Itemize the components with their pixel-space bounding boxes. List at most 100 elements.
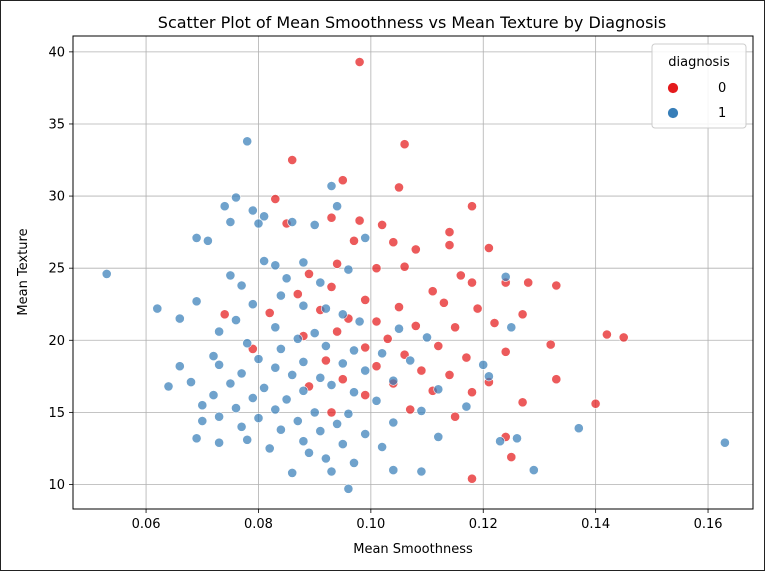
data-point-diagnosis-0 xyxy=(444,240,455,250)
data-point-diagnosis-0 xyxy=(506,452,517,462)
data-point-diagnosis-1 xyxy=(275,424,286,435)
data-point-diagnosis-1 xyxy=(388,375,399,386)
data-point-diagnosis-1 xyxy=(253,354,264,364)
data-point-diagnosis-1 xyxy=(275,290,286,301)
data-point-diagnosis-0 xyxy=(287,155,298,165)
grid xyxy=(73,36,753,509)
y-tick-label: 30 xyxy=(48,190,65,205)
data-point-diagnosis-1 xyxy=(236,368,247,379)
data-point-diagnosis-1 xyxy=(292,416,303,426)
data-point-diagnosis-0 xyxy=(371,263,382,274)
data-point-diagnosis-1 xyxy=(247,393,258,403)
data-point-diagnosis-1 xyxy=(208,351,219,361)
data-point-diagnosis-1 xyxy=(416,405,427,416)
data-point-diagnosis-1 xyxy=(343,408,354,419)
x-tick-label: 0.16 xyxy=(694,517,723,532)
data-point-diagnosis-1 xyxy=(320,453,331,464)
data-point-diagnosis-1 xyxy=(191,232,202,243)
data-point-diagnosis-0 xyxy=(264,307,275,318)
data-point-diagnosis-0 xyxy=(219,309,230,320)
y-tick-label: 40 xyxy=(48,45,65,60)
data-point-diagnosis-1 xyxy=(186,377,196,387)
data-point-diagnosis-0 xyxy=(360,294,371,305)
data-point-diagnosis-0 xyxy=(444,369,455,380)
data-point-diagnosis-1 xyxy=(259,256,269,266)
data-point-diagnosis-1 xyxy=(320,341,331,351)
data-point-diagnosis-1 xyxy=(242,434,253,445)
data-point-diagnosis-1 xyxy=(349,457,359,468)
data-point-diagnosis-1 xyxy=(214,411,224,422)
data-point-diagnosis-1 xyxy=(354,316,365,327)
data-point-diagnosis-1 xyxy=(388,417,399,428)
data-point-diagnosis-0 xyxy=(326,212,337,223)
data-point-diagnosis-1 xyxy=(191,433,202,444)
data-point-diagnosis-1 xyxy=(208,390,219,400)
data-point-diagnosis-1 xyxy=(236,280,247,291)
data-point-diagnosis-0 xyxy=(602,329,612,340)
data-point-diagnosis-1 xyxy=(298,436,309,447)
data-point-diagnosis-1 xyxy=(236,421,247,432)
x-tick-label: 0.14 xyxy=(581,517,610,532)
data-point-diagnosis-0 xyxy=(371,316,382,327)
data-point-diagnosis-1 xyxy=(259,211,269,222)
legend-label-1: 1 xyxy=(718,106,726,121)
data-point-diagnosis-0 xyxy=(371,361,382,372)
data-point-diagnosis-1 xyxy=(281,394,292,405)
data-point-diagnosis-1 xyxy=(720,437,730,448)
data-point-diagnosis-1 xyxy=(309,407,320,418)
data-point-diagnosis-0 xyxy=(590,398,601,409)
data-point-diagnosis-1 xyxy=(253,413,264,423)
chart-title: Scatter Plot of Mean Smoothness vs Mean … xyxy=(158,13,666,32)
data-point-diagnosis-1 xyxy=(231,192,241,203)
data-point-diagnosis-0 xyxy=(326,407,337,418)
y-axis-ticks: 10 15 20 25 30 35 40 xyxy=(48,45,73,493)
data-point-diagnosis-0 xyxy=(377,219,387,230)
y-tick-label: 15 xyxy=(48,406,65,421)
data-point-diagnosis-0 xyxy=(461,352,472,363)
data-point-diagnosis-1 xyxy=(298,356,309,367)
data-point-diagnosis-1 xyxy=(360,429,371,439)
data-point-diagnosis-1 xyxy=(337,358,348,369)
data-point-diagnosis-1 xyxy=(343,483,354,494)
data-point-diagnosis-1 xyxy=(231,403,241,413)
data-point-diagnosis-1 xyxy=(298,257,309,268)
data-point-diagnosis-0 xyxy=(394,302,404,312)
data-point-diagnosis-1 xyxy=(101,268,112,279)
data-point-diagnosis-1 xyxy=(506,322,517,333)
data-point-diagnosis-1 xyxy=(326,181,337,191)
y-tick-label: 35 xyxy=(48,117,65,132)
data-point-diagnosis-1 xyxy=(214,326,224,337)
data-point-diagnosis-1 xyxy=(231,315,241,325)
data-point-diagnosis-0 xyxy=(394,182,404,193)
data-point-diagnosis-0 xyxy=(270,194,281,204)
data-point-diagnosis-0 xyxy=(354,215,365,226)
data-point-diagnosis-1 xyxy=(214,437,224,448)
data-point-diagnosis-0 xyxy=(500,346,511,357)
data-point-diagnosis-1 xyxy=(478,359,489,370)
data-point-diagnosis-1 xyxy=(292,333,303,344)
data-point-diagnosis-1 xyxy=(360,365,371,376)
data-point-diagnosis-1 xyxy=(264,443,275,454)
data-point-diagnosis-1 xyxy=(461,401,472,412)
data-point-diagnosis-1 xyxy=(174,313,185,324)
data-point-diagnosis-0 xyxy=(483,243,494,253)
data-point-diagnosis-1 xyxy=(326,380,337,390)
data-point-diagnosis-0 xyxy=(545,339,556,350)
data-point-diagnosis-0 xyxy=(304,268,314,279)
data-point-diagnosis-0 xyxy=(354,57,365,67)
data-point-diagnosis-1 xyxy=(152,303,163,314)
data-point-diagnosis-1 xyxy=(197,400,208,411)
y-tick-label: 25 xyxy=(48,262,65,277)
data-point-diagnosis-1 xyxy=(309,219,320,230)
data-point-diagnosis-1 xyxy=(242,136,253,147)
data-point-diagnosis-0 xyxy=(489,318,500,328)
data-point-diagnosis-1 xyxy=(512,433,522,444)
legend-box xyxy=(651,43,747,129)
data-point-diagnosis-1 xyxy=(281,273,292,284)
data-point-diagnosis-0 xyxy=(551,280,562,291)
y-tick-label: 10 xyxy=(48,478,65,493)
data-point-diagnosis-0 xyxy=(467,473,477,484)
data-point-diagnosis-0 xyxy=(618,332,629,343)
data-point-diagnosis-0 xyxy=(382,333,393,344)
